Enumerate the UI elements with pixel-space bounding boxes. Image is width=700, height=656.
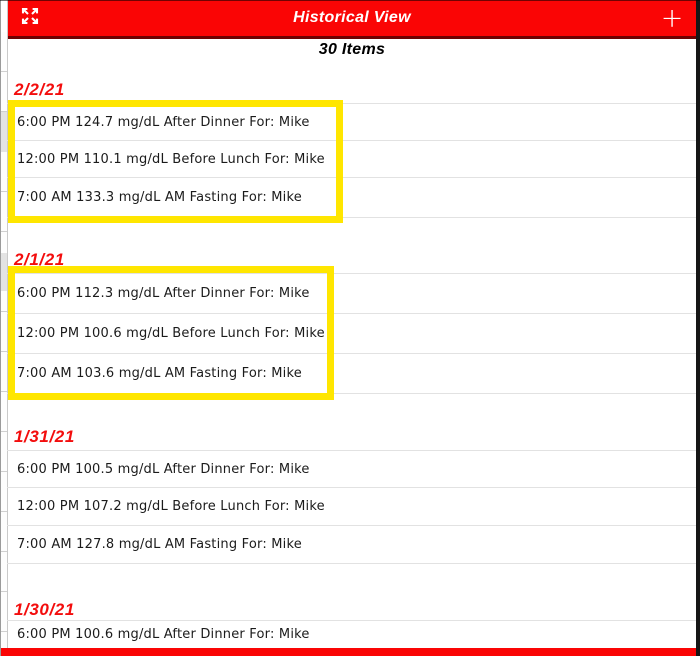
date-header-2-1-21: 2/1/21 xyxy=(14,250,65,269)
reading-text: 7:00 AM 103.6 mg/dL AM Fasting For: Mike xyxy=(17,366,302,381)
window-right-edge xyxy=(696,0,700,656)
page-title: Historical View xyxy=(293,9,411,26)
app-header-bar: Historical View + xyxy=(8,0,696,39)
row-separator xyxy=(7,450,696,451)
reading-text: 6:00 PM 100.6 mg/dL After Dinner For: Mi… xyxy=(17,627,310,642)
background-view-sliver xyxy=(1,253,7,291)
row-separator xyxy=(7,273,696,274)
reading-text: 7:00 AM 133.3 mg/dL AM Fasting For: Mike xyxy=(17,190,302,205)
reading-row[interactable]: 6:00 PM 100.6 mg/dL After Dinner For: Mi… xyxy=(8,621,695,648)
reading-row[interactable]: 12:00 PM 107.2 mg/dL Before Lunch For: M… xyxy=(8,488,695,525)
row-separator xyxy=(7,393,696,394)
date-header-2-2-21: 2/2/21 xyxy=(14,80,65,99)
row-separator xyxy=(7,313,696,314)
row-separator xyxy=(7,177,696,178)
row-separator xyxy=(7,525,696,526)
row-separator xyxy=(7,140,696,141)
row-separator xyxy=(7,563,696,564)
expand-arrows-icon xyxy=(19,5,41,31)
row-separator xyxy=(7,620,696,621)
row-separator xyxy=(7,487,696,488)
background-view-sliver xyxy=(1,112,7,152)
reading-row[interactable]: 7:00 AM 103.6 mg/dL AM Fasting For: Mike xyxy=(8,354,695,393)
reading-row[interactable]: 12:00 PM 100.6 mg/dL Before Lunch For: M… xyxy=(8,314,695,353)
reading-row[interactable]: 12:00 PM 110.1 mg/dL Before Lunch For: M… xyxy=(8,141,695,177)
reading-text: 6:00 PM 112.3 mg/dL After Dinner For: Mi… xyxy=(17,286,310,301)
row-separator xyxy=(7,217,696,218)
row-separator xyxy=(7,353,696,354)
bottom-red-bar xyxy=(0,648,696,656)
reading-text: 12:00 PM 107.2 mg/dL Before Lunch For: M… xyxy=(17,499,325,514)
historical-list-panel[interactable]: Historical View + 30 Items xyxy=(7,0,696,656)
add-entry-button[interactable]: + xyxy=(658,0,686,36)
date-header-1-30-21: 1/30/21 xyxy=(14,600,75,619)
window-left-edge xyxy=(0,0,1,656)
reading-row[interactable]: 6:00 PM 124.7 mg/dL After Dinner For: Mi… xyxy=(8,104,695,140)
reading-text: 6:00 PM 124.7 mg/dL After Dinner For: Mi… xyxy=(17,114,310,130)
reading-row[interactable]: 6:00 PM 112.3 mg/dL After Dinner For: Mi… xyxy=(8,274,695,313)
expand-button[interactable] xyxy=(18,6,42,30)
items-count-label: 30 Items xyxy=(318,41,386,58)
row-separator xyxy=(7,103,696,104)
reading-row[interactable]: 7:00 AM 127.8 mg/dL AM Fasting For: Mike xyxy=(8,526,695,563)
date-header-1-31-21: 1/31/21 xyxy=(14,427,75,446)
reading-row[interactable]: 7:00 AM 133.3 mg/dL AM Fasting For: Mike xyxy=(8,178,695,217)
reading-text: 12:00 PM 100.6 mg/dL Before Lunch For: M… xyxy=(17,326,325,341)
reading-row[interactable]: 6:00 PM 100.5 mg/dL After Dinner For: Mi… xyxy=(8,451,695,487)
background-view-sliver xyxy=(1,32,7,656)
reading-text: 7:00 AM 127.8 mg/dL AM Fasting For: Mike xyxy=(17,537,302,552)
window-top-edge xyxy=(0,0,700,1)
reading-text: 6:00 PM 100.5 mg/dL After Dinner For: Mi… xyxy=(17,461,310,477)
plus-icon: + xyxy=(660,2,684,34)
reading-text: 12:00 PM 110.1 mg/dL Before Lunch For: M… xyxy=(17,151,325,167)
